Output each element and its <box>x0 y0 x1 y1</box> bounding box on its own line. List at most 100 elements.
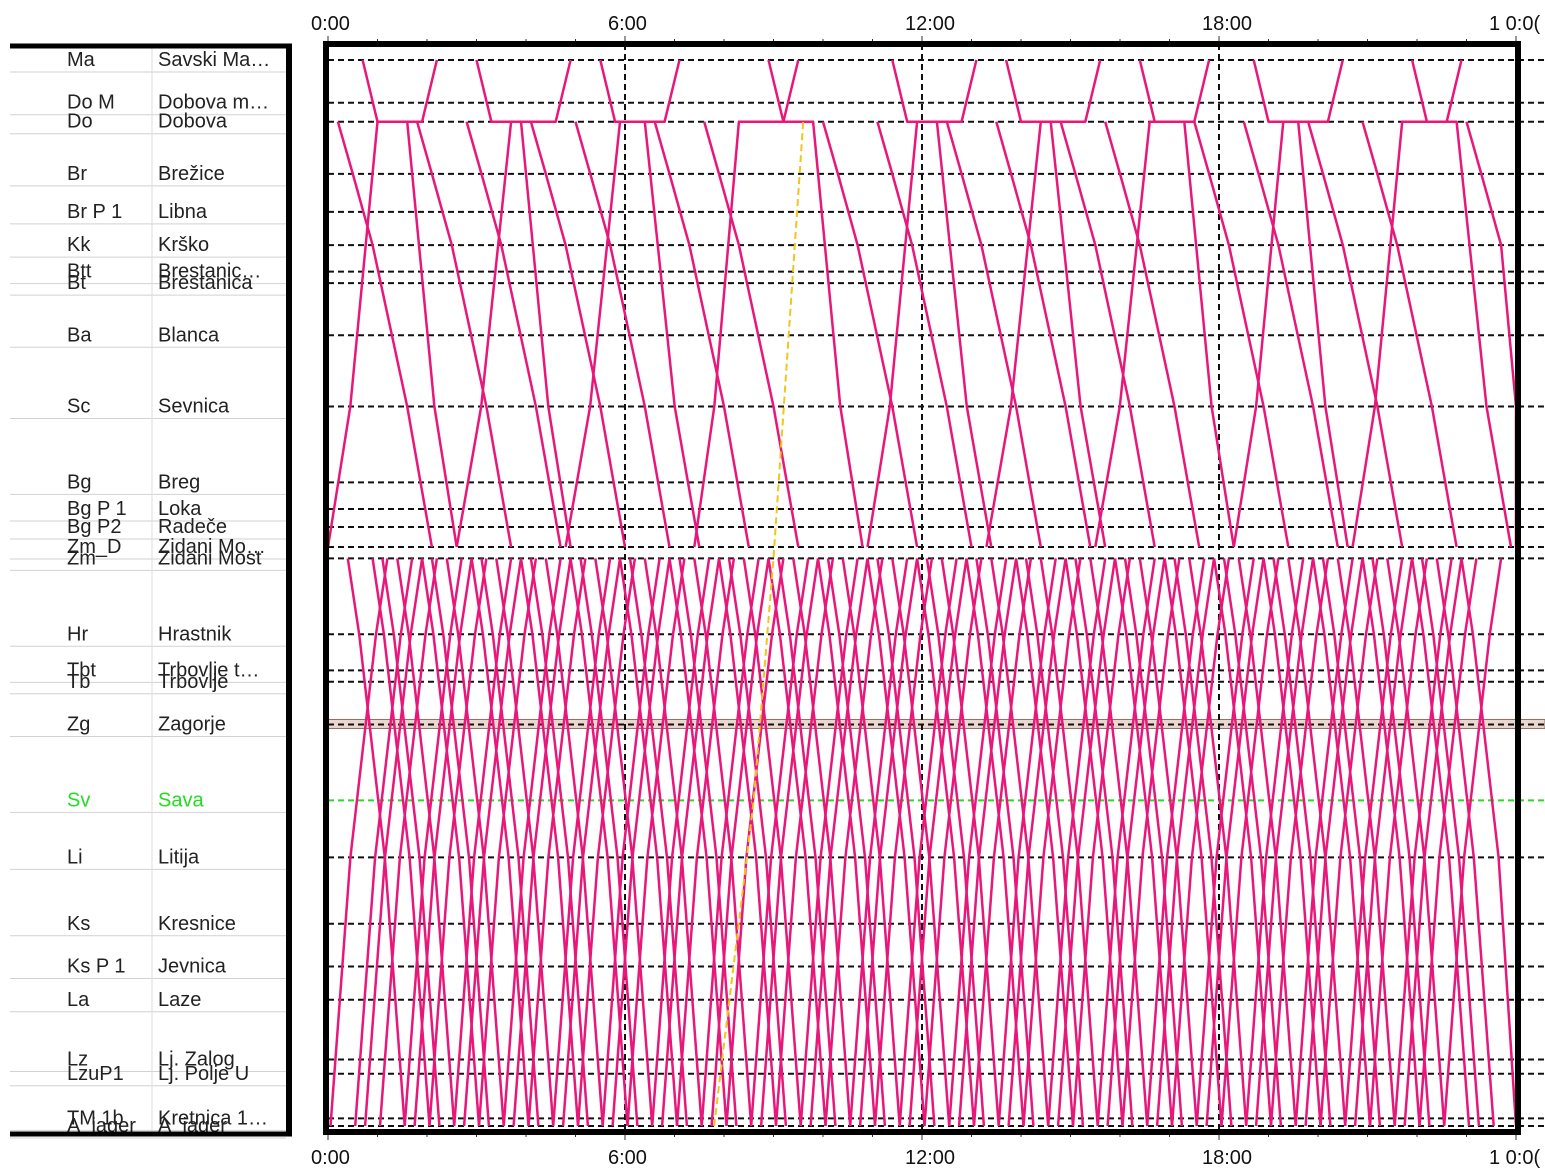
station-name-19: Sava <box>158 789 204 811</box>
border-train-extra-15 <box>1306 121 1404 548</box>
station-code-17: Tb <box>67 671 90 693</box>
border-train-extra-0 <box>336 121 434 548</box>
valley-train-up-38 <box>957 558 1018 1127</box>
valley-train-up-56 <box>1254 558 1315 1127</box>
station-code-1: Do M <box>67 92 115 114</box>
border-train-extra-9 <box>945 121 1043 548</box>
valley-train-down-32 <box>876 558 936 1127</box>
station-name-14: Zidani Most <box>158 547 262 569</box>
station-code-10: Bg <box>67 471 91 493</box>
valley-train-up-60 <box>1319 558 1379 1127</box>
valley-train-up-8 <box>462 558 523 1127</box>
valley-train-up-40 <box>997 558 1057 1127</box>
plot-frame <box>323 41 1521 1135</box>
border-train-extra-16 <box>1361 121 1458 548</box>
valley-train-up-14 <box>561 558 622 1127</box>
station-code-13: Zm_D <box>67 536 121 558</box>
station-code-12: Bg P2 <box>67 516 121 538</box>
valley-train-up-2 <box>363 558 424 1127</box>
valley-train-down-44 <box>1074 558 1134 1127</box>
station-code-3: Br <box>67 163 87 185</box>
station-name-10: Breg <box>158 471 200 493</box>
time-tick-bottom-4: 1 0:0( <box>1489 1147 1540 1168</box>
valley-train-up-44 <box>1056 558 1117 1127</box>
valley-train-up-4 <box>403 558 463 1127</box>
station-code-5: Kk <box>67 234 91 256</box>
valley-train-up-20 <box>660 558 721 1127</box>
valley-train-up-43 <box>1046 558 1107 1127</box>
valley-train-down-2 <box>381 558 441 1127</box>
station-name-21: Kresnice <box>158 913 236 935</box>
valley-train-up-35 <box>908 558 968 1127</box>
valley-train-down-54 <box>1237 558 1297 1127</box>
time-tick-top-0: 0:00 <box>311 13 350 35</box>
station-name-22: Jevnica <box>158 956 227 978</box>
station-name-18: Zagorje <box>158 713 226 735</box>
valley-train-up-6 <box>428 558 488 1127</box>
valley-train-up-52 <box>1195 558 1255 1127</box>
valley-train-down-48 <box>1138 558 1198 1127</box>
valley-train-up-21 <box>675 558 736 1127</box>
valley-train-up-64 <box>1393 558 1453 1127</box>
border-train-down-1 <box>361 59 458 548</box>
valley-train-down-3 <box>396 558 456 1127</box>
valley-train-up-13 <box>551 558 612 1127</box>
station-name-26: Kretnica 1… <box>158 1107 268 1129</box>
station-code-2: Do <box>67 111 93 133</box>
valley-train-down-27 <box>792 558 852 1127</box>
time-tick-bottom-0: 0:00 <box>311 1147 350 1168</box>
station-name-12: Radeče <box>158 516 227 538</box>
station-name-0: Savski Ma… <box>158 49 270 71</box>
border-train-extra-3 <box>529 121 627 548</box>
train-paths <box>326 59 1518 1127</box>
station-code-19: Sv <box>67 789 90 811</box>
valley-train-up-5 <box>413 558 473 1127</box>
station-code-11: Bg P 1 <box>67 498 127 520</box>
station-code-6: Btt <box>67 261 92 283</box>
valley-train-up-54 <box>1220 558 1280 1127</box>
border-train-extra-1 <box>415 121 513 548</box>
station-name-24: Lj. Zalog <box>158 1049 235 1071</box>
border-train-extra-12 <box>1103 121 1201 548</box>
valley-train-down-57 <box>1287 558 1347 1127</box>
station-code-18: Zg <box>67 713 90 735</box>
valley-train-down-6 <box>445 558 505 1127</box>
border-train-extra-2 <box>465 121 562 548</box>
border-train-extra-7 <box>821 121 919 548</box>
valley-train-up-1 <box>353 558 414 1127</box>
station-code-8: Ba <box>67 324 92 346</box>
border-train-extra-6 <box>702 121 800 548</box>
time-tick-bottom-3: 18:00 <box>1202 1147 1252 1168</box>
valley-train-up-45 <box>1071 558 1132 1127</box>
valley-train-down-29 <box>826 558 887 1127</box>
border-train-down-11 <box>1004 59 1107 548</box>
station-code-26: TM 1b <box>67 1107 124 1129</box>
station-code-4: Br P 1 <box>67 201 122 223</box>
border-train-down-3 <box>475 59 572 548</box>
valley-train-up-28 <box>799 558 859 1127</box>
time-tick-top-2: 12:00 <box>905 13 955 35</box>
station-name-7: Brestanica <box>158 272 253 294</box>
border-train-down-9 <box>891 59 993 548</box>
station-label-panel: Ma Savski Ma… Do M Dobova m… Do Dobova Br Breži… <box>0 43 292 1139</box>
station-name-8: Blanca <box>158 324 220 346</box>
valley-train-up-11 <box>512 558 572 1127</box>
station-name-9: Sevnica <box>158 395 230 417</box>
valley-train-up-27 <box>774 558 835 1127</box>
valley-train-down-59 <box>1321 558 1382 1127</box>
station-code-7: Bt <box>67 272 86 294</box>
border-train-extra-4 <box>574 121 671 548</box>
border-train-extra-8 <box>876 121 973 548</box>
station-name-3: Brežice <box>158 163 225 185</box>
valley-train-down-20 <box>678 558 738 1127</box>
valley-train-up-34 <box>898 558 958 1127</box>
valley-train-up-67 <box>1442 558 1503 1127</box>
valley-train-up-55 <box>1244 558 1305 1127</box>
valley-train-up-62 <box>1353 558 1414 1127</box>
station-name-4: Libna <box>158 201 208 223</box>
valley-train-down-45 <box>1089 558 1149 1127</box>
valley-train-down-12 <box>544 558 604 1127</box>
station-code-20: Li <box>67 846 83 868</box>
valley-train-down-21 <box>693 558 753 1127</box>
border-train-extra-5 <box>653 121 751 548</box>
